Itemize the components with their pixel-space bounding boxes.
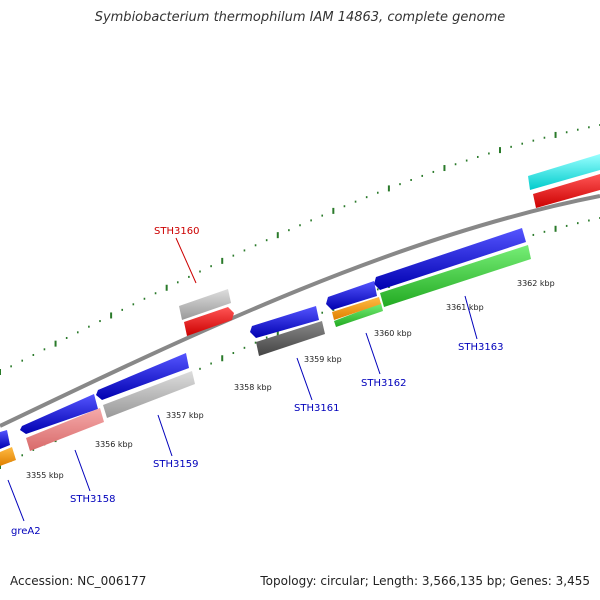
map-title: Symbiobacterium thermophilum IAM 14863, … [94, 10, 506, 25]
leader-STH3162 [365, 332, 381, 375]
tick-label-3358: 3358 kbp [234, 383, 272, 392]
gene-arrow-cyan [528, 154, 600, 190]
gene-arrow-red-top [533, 174, 600, 208]
gene-arrow-STH3163 [374, 228, 526, 290]
gene-arrow-STH3160-gray [179, 289, 231, 320]
gene-arrow-dark-gray [256, 321, 325, 356]
gene-arrow-light-gray [103, 371, 195, 418]
tick-label-3357: 3357 kbp [166, 411, 204, 420]
gene-arrow-STH3158 [20, 394, 98, 434]
tick-label-3359: 3359 kbp [304, 355, 342, 364]
leader-STH3158 [74, 449, 91, 492]
tick-label-3362: 3362 kbp [517, 279, 555, 288]
reverse-strand-genes [0, 174, 600, 466]
gene-label-STH3158[interactable]: STH3158 [70, 494, 115, 505]
gene-arrow-STH3159 [96, 353, 189, 400]
tick-label-3356: 3356 kbp [95, 440, 133, 449]
gene-arrow-pink [26, 408, 104, 451]
gene-label-STH3163[interactable]: STH3163 [458, 342, 503, 353]
gene-label-STH3160[interactable]: STH3160 [154, 226, 199, 237]
gene-arrow-greA2 [0, 430, 10, 449]
leader-STH3159 [157, 414, 173, 457]
forward-strand-genes [0, 154, 600, 449]
gene-arrow-orange-small [332, 297, 381, 320]
gene-label-STH3161[interactable]: STH3161 [294, 403, 339, 414]
leader-STH3160 [175, 237, 197, 284]
leader-STH3163 [464, 295, 478, 340]
accession-text: Accession: NC_006177 [10, 574, 147, 588]
gene-arrow-STH3160-red [184, 307, 234, 336]
leader-STH3161 [296, 357, 313, 401]
genome-summary-text: Topology: circular; Length: 3,566,135 bp… [260, 574, 590, 588]
gene-label-STH3159[interactable]: STH3159 [153, 459, 198, 470]
gene-label-greA2[interactable]: greA2 [11, 526, 41, 537]
tick-label-3361: 3361 kbp [446, 303, 484, 312]
gene-arrow-green-small [334, 303, 383, 327]
leader-greA2 [7, 479, 25, 522]
gene-arrow-green-long [380, 245, 531, 307]
tick-label-3355: 3355 kbp [26, 471, 64, 480]
tick-label-3360: 3360 kbp [374, 329, 412, 338]
scale-tick-labels: 3355 kbp 3356 kbp 3357 kbp 3358 kbp 3359… [26, 279, 555, 480]
gene-arrow-STH3162 [326, 281, 377, 310]
gene-label-STH3162[interactable]: STH3162 [361, 378, 406, 389]
gene-arrow-orange-edge [0, 447, 16, 466]
gene-arrow-STH3161 [250, 306, 319, 338]
gene-labels: STH3160 STH3161 STH3162 STH3163 STH3159 … [11, 226, 503, 537]
label-leader-lines [7, 237, 478, 522]
backbone-arc [0, 194, 600, 428]
